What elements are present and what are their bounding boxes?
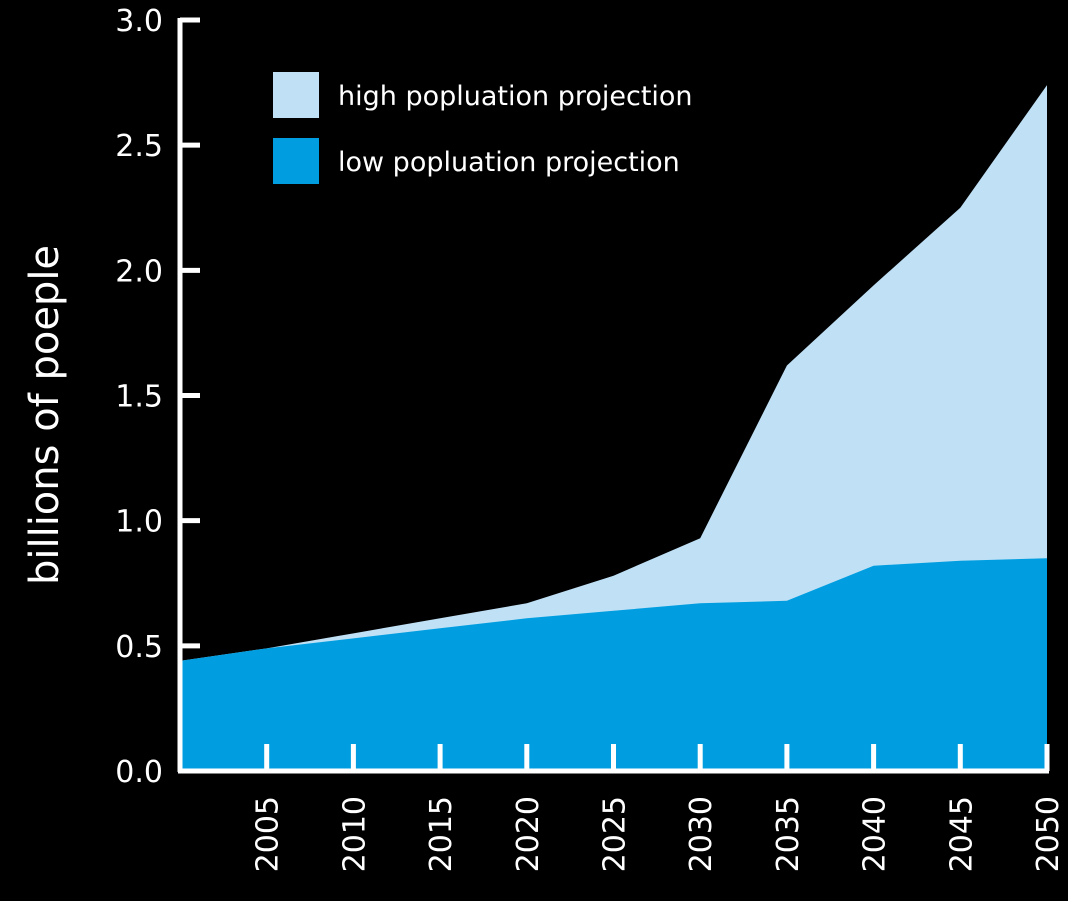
x-tick-label: 2005 [251, 796, 286, 872]
x-tick-label: 2045 [944, 796, 979, 872]
legend: high popluation projection low popluation… [273, 72, 693, 184]
y-tick-label: 2.0 [115, 254, 163, 289]
y-tick-label: 0.0 [115, 755, 163, 790]
x-tick-label: 2015 [424, 796, 459, 872]
x-tick-label: 2030 [684, 796, 719, 872]
axes-group [177, 17, 1050, 774]
x-tick-label: 2020 [511, 796, 546, 872]
y-tick-label: 3.0 [115, 4, 163, 39]
y-tick-label: 0.5 [115, 630, 163, 665]
area-series-2 [180, 558, 1047, 771]
y-tick-label: 1.5 [115, 380, 163, 415]
y-axis-label: billions of poeple [22, 245, 68, 585]
legend-label-2: low popluation projection [338, 147, 680, 178]
legend-label-1: high popluation projection [338, 81, 693, 112]
x-tick-label: 2025 [598, 796, 633, 872]
x-tick-label: 2010 [337, 796, 372, 872]
x-tick-label: 2035 [771, 796, 806, 872]
legend-swatch-2 [273, 138, 319, 184]
y-tick-label: 2.5 [115, 129, 163, 164]
legend-swatch-1 [273, 72, 319, 118]
x-tick-label: 2040 [858, 796, 893, 872]
x-tick-label: 2050 [1031, 796, 1066, 872]
y-tick-label: 1.0 [115, 505, 163, 540]
area-series-group [180, 85, 1047, 771]
tick-labels-group: 0.0 0.5 1.0 1.5 2.0 2.5 3.0 2005 2010 2015 2020 202… [115, 4, 1066, 872]
